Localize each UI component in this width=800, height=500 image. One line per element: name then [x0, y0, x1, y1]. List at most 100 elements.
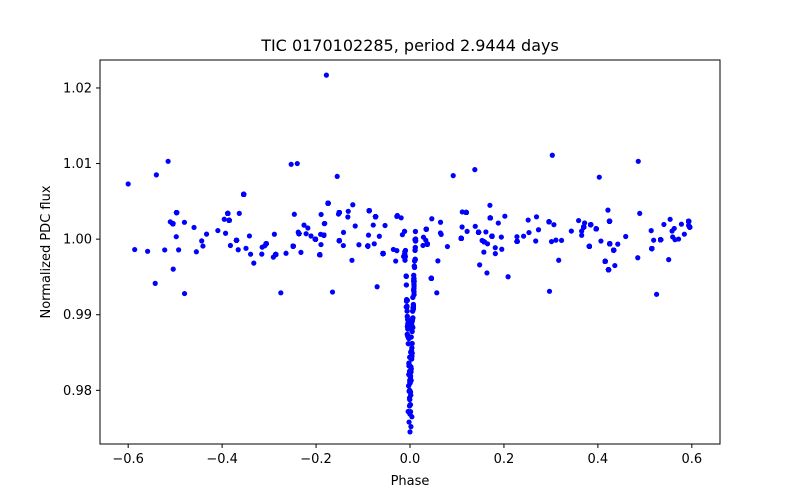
data-point — [502, 213, 508, 219]
data-point — [145, 248, 151, 254]
data-point — [241, 191, 247, 197]
data-point — [579, 232, 585, 238]
data-point — [558, 237, 565, 244]
data-point — [303, 231, 309, 237]
data-point — [514, 238, 520, 245]
data-point — [505, 274, 511, 280]
data-point — [153, 172, 159, 178]
data-point — [321, 232, 327, 238]
x-tick-label: −0.4 — [206, 452, 238, 467]
data-point — [472, 167, 478, 173]
data-point — [424, 241, 430, 247]
data-point — [548, 238, 555, 245]
data-point — [514, 234, 520, 240]
data-point — [162, 247, 168, 253]
data-point — [551, 222, 557, 228]
data-point — [288, 161, 294, 167]
data-point — [312, 236, 319, 242]
data-point — [661, 221, 667, 228]
data-point — [403, 282, 409, 288]
data-point — [598, 238, 604, 244]
x-tick-label: 0.2 — [494, 452, 515, 467]
data-point — [459, 209, 465, 215]
data-point — [484, 270, 490, 276]
data-point — [463, 209, 469, 216]
data-point — [553, 237, 559, 243]
data-point — [365, 232, 372, 238]
data-point — [410, 306, 417, 312]
data-point — [423, 226, 429, 232]
data-point — [404, 297, 410, 303]
data-point — [165, 158, 171, 164]
data-point — [390, 246, 396, 253]
data-point — [498, 234, 504, 240]
data-point — [401, 228, 408, 234]
data-point — [345, 214, 351, 220]
data-point — [283, 250, 289, 256]
data-point — [549, 152, 555, 158]
data-point — [350, 202, 356, 208]
data-point — [607, 241, 613, 247]
data-point — [546, 219, 552, 225]
data-point — [593, 226, 599, 232]
data-point — [410, 301, 416, 308]
data-point — [576, 217, 582, 224]
data-point — [667, 216, 673, 222]
data-point — [349, 257, 355, 263]
data-point — [243, 245, 249, 251]
data-point — [492, 245, 498, 251]
data-point — [407, 429, 413, 435]
data-point — [247, 251, 254, 257]
data-point — [273, 251, 279, 258]
data-point — [605, 207, 611, 213]
data-point — [394, 212, 400, 219]
data-point — [371, 241, 377, 247]
data-point — [402, 257, 408, 263]
data-point — [233, 237, 240, 243]
data-point — [374, 284, 380, 290]
data-point — [606, 218, 613, 224]
y-tick-label: 1.02 — [63, 81, 92, 96]
data-point — [437, 219, 444, 225]
data-point — [251, 260, 257, 266]
data-point — [420, 234, 427, 240]
data-point — [334, 173, 340, 180]
y-axis-label: Normalized PDC flux — [39, 185, 54, 318]
x-axis-label: Phase — [391, 474, 430, 489]
data-point — [403, 273, 409, 280]
data-point — [686, 218, 692, 224]
data-point — [225, 210, 231, 217]
y-tick-label: 1.00 — [63, 233, 92, 248]
data-point — [263, 241, 269, 247]
data-point — [653, 291, 660, 297]
data-point — [526, 229, 532, 236]
data-point — [406, 395, 413, 401]
data-point — [489, 233, 495, 239]
data-point — [678, 221, 685, 227]
data-point — [132, 246, 138, 253]
data-point — [435, 258, 441, 264]
data-point — [648, 228, 654, 234]
data-point — [329, 289, 336, 295]
data-point — [294, 160, 300, 167]
data-point — [356, 242, 362, 248]
data-point — [405, 333, 411, 339]
data-point — [588, 222, 594, 228]
x-tick-label: −0.6 — [112, 452, 144, 467]
data-point — [376, 233, 382, 239]
data-point — [651, 237, 657, 243]
data-point — [352, 223, 358, 229]
data-point — [404, 324, 411, 330]
data-point — [380, 250, 386, 257]
y-tick-label: 0.98 — [63, 384, 92, 399]
data-point — [318, 211, 324, 218]
data-point — [317, 252, 323, 258]
data-point — [173, 209, 180, 216]
data-point — [605, 267, 612, 273]
data-point — [366, 208, 372, 214]
data-point — [236, 210, 242, 216]
data-point — [481, 239, 487, 245]
scatter-points — [125, 72, 693, 435]
data-point — [499, 246, 505, 252]
